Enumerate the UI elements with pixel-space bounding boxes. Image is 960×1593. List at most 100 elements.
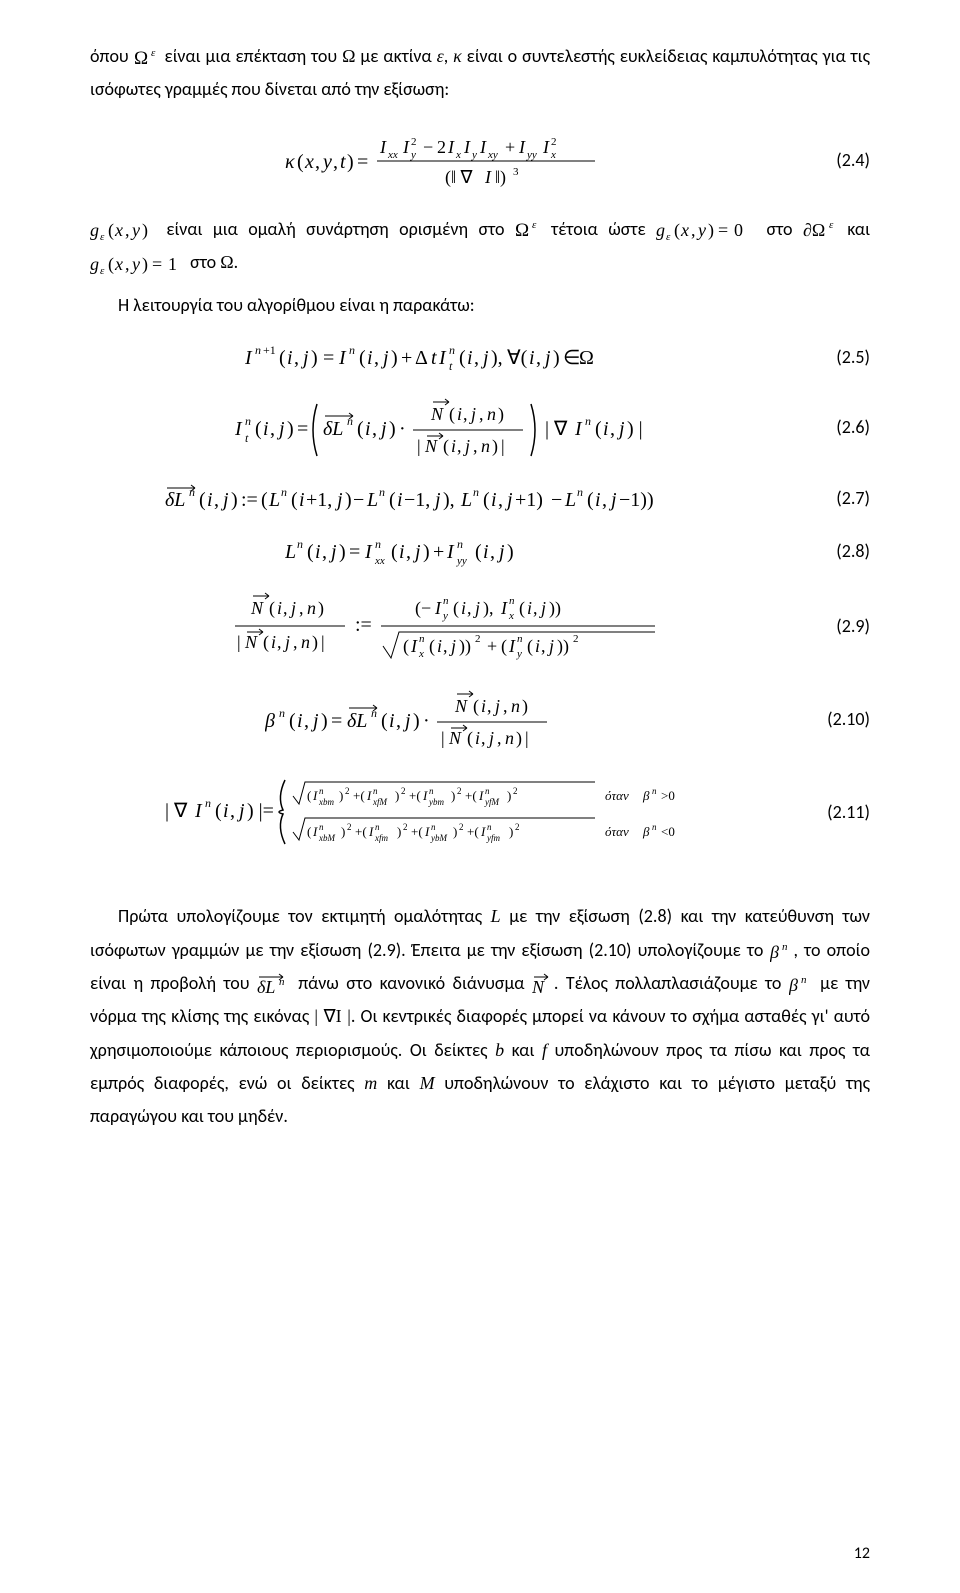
text: . Τέλος πολλαπλασιάζουμε το — [554, 972, 789, 994]
svg-text:n: n — [205, 796, 211, 810]
svg-text:3: 3 — [513, 166, 519, 178]
svg-text:n: n — [517, 633, 523, 645]
svg-text:|: | — [321, 632, 325, 652]
math-M: M — [420, 1073, 435, 1093]
svg-text:2: 2 — [437, 137, 446, 157]
svg-text:I: I — [447, 137, 455, 157]
svg-text:(: ( — [381, 710, 388, 732]
svg-text:L: L — [366, 489, 378, 511]
svg-text:i: i — [389, 710, 395, 732]
svg-text:n: n — [801, 975, 807, 986]
svg-text:,: , — [283, 598, 288, 618]
svg-text:(: ( — [587, 489, 594, 511]
svg-text:,: , — [315, 151, 320, 173]
svg-text:t: t — [449, 359, 453, 373]
svg-text:i: i — [287, 347, 293, 369]
svg-text:i: i — [457, 404, 462, 424]
svg-text:,: , — [457, 436, 462, 456]
svg-text:,: , — [293, 632, 298, 652]
svg-text:2: 2 — [459, 822, 464, 832]
equation-2-10: βn (i,j) = δLn (i,j) · N (i,j,n) | N (i,… — [90, 684, 870, 754]
svg-text:I: I — [368, 824, 374, 839]
math-partial-omega-eps: ∂Ωε — [803, 219, 837, 239]
svg-text:xx: xx — [387, 149, 398, 161]
svg-text:,: , — [372, 418, 377, 440]
svg-text:,: , — [691, 220, 696, 240]
svg-text:n: n — [429, 786, 434, 796]
svg-text:(: ( — [453, 598, 459, 619]
svg-text:−: − — [353, 489, 364, 511]
svg-text::=: := — [355, 614, 372, 636]
eq-number: (2.9) — [800, 615, 870, 637]
svg-text:i: i — [207, 489, 213, 511]
text: και — [377, 1072, 419, 1094]
svg-text:+: + — [433, 541, 444, 563]
svg-text:t: t — [245, 431, 249, 445]
svg-text:i: i — [263, 418, 269, 440]
svg-text:(: ( — [467, 728, 473, 749]
svg-text:j: j — [412, 541, 421, 563]
svg-text:+: + — [401, 347, 412, 369]
svg-text:I: I — [410, 636, 418, 656]
svg-text:(: ( — [443, 436, 449, 457]
svg-text:): ) — [516, 728, 522, 749]
svg-text:g: g — [90, 254, 99, 274]
paragraph-4: Πρώτα υπολογίζουμε τον εκτιμητή ομαλότητ… — [90, 900, 870, 1133]
svg-text:ε: ε — [100, 265, 105, 275]
svg-text:)): )) — [557, 636, 569, 657]
svg-text:j: j — [380, 347, 389, 369]
text: στο — [756, 218, 803, 240]
text: και — [504, 1039, 542, 1061]
svg-text:): ) — [339, 788, 343, 803]
svg-text:): ) — [287, 418, 294, 440]
svg-text:): ) — [312, 632, 318, 653]
svg-text:j: j — [289, 598, 296, 618]
svg-text:(: ( — [389, 489, 396, 511]
svg-text:n: n — [449, 343, 455, 357]
svg-text:I: I — [422, 788, 428, 803]
svg-text:+: + — [505, 137, 515, 157]
svg-text:): ) — [509, 824, 513, 839]
svg-text::=: := — [241, 489, 258, 511]
math-eps: ε — [437, 46, 444, 66]
svg-text:g: g — [90, 220, 99, 240]
svg-text:j: j — [449, 636, 456, 656]
svg-text:i: i — [397, 489, 403, 511]
svg-text:,: , — [270, 418, 275, 440]
svg-text:I: I — [508, 636, 516, 656]
svg-text:2: 2 — [457, 786, 462, 796]
equation-2-4: κ ( x , y , t ) = I xx I 2 y − 2 I x — [90, 125, 870, 195]
svg-text:,: , — [396, 710, 401, 732]
svg-text:(: ( — [595, 418, 602, 440]
svg-text:n: n — [297, 537, 303, 551]
svg-text:n: n — [279, 976, 285, 988]
svg-text:y: y — [471, 149, 477, 161]
svg-text:2: 2 — [513, 786, 518, 796]
text: πάνω στο κανονικό διάνυσμα — [291, 972, 532, 994]
math-beta-n: βn — [770, 940, 794, 960]
math-omega-2: Ω — [220, 252, 233, 272]
svg-text:+(: +( — [409, 788, 421, 803]
svg-text:): ) — [345, 489, 352, 511]
svg-text:n: n — [245, 414, 251, 428]
svg-text:n: n — [485, 786, 490, 796]
svg-text:ε: ε — [532, 219, 537, 231]
svg-text:): ) — [231, 489, 238, 511]
svg-text:x: x — [680, 220, 689, 240]
svg-text:ε: ε — [151, 47, 156, 59]
eq-number: (2.11) — [800, 801, 870, 823]
text: με ακτίνα — [355, 45, 436, 67]
math-g-eps-xy: gε(x,y) — [90, 219, 156, 239]
svg-text:+(: +( — [467, 824, 479, 839]
svg-text:i: i — [315, 541, 321, 563]
svg-text:2: 2 — [475, 633, 481, 645]
svg-text:κ: κ — [285, 151, 295, 173]
svg-text:(: ( — [307, 541, 314, 563]
svg-text:i: i — [299, 489, 305, 511]
math-grad-I: | ∇I | — [314, 1006, 350, 1026]
svg-text:n: n — [487, 404, 496, 424]
svg-text:): ) — [142, 254, 148, 275]
svg-text:y: y — [321, 151, 332, 173]
svg-text:j: j — [432, 489, 441, 511]
svg-text:2: 2 — [401, 786, 406, 796]
